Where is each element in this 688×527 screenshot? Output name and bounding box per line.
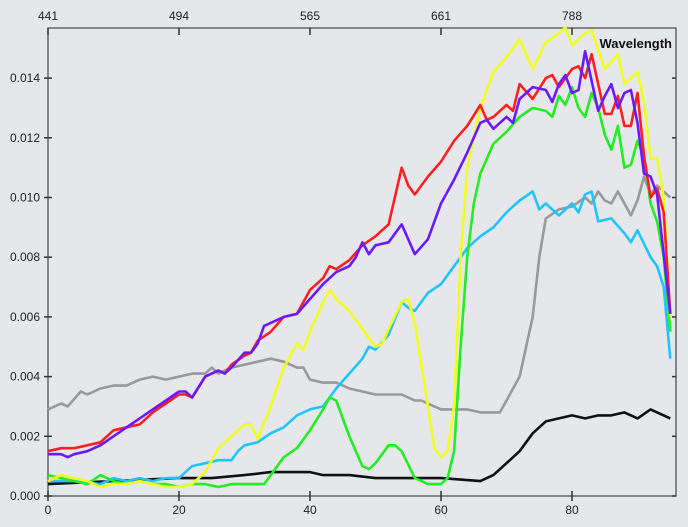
x-tick-label: 80 — [565, 503, 579, 517]
series-lines — [47, 26, 672, 489]
series-line-6 — [48, 49, 672, 459]
x-tick-label: 40 — [303, 503, 317, 517]
series-line-5 — [47, 52, 672, 453]
y-tick-label: 0.002 — [10, 429, 40, 443]
series-line-3 — [47, 85, 672, 489]
y-tick-label: 0.006 — [10, 310, 40, 324]
y-tick-label: 0.010 — [10, 191, 40, 205]
top-tick-label: 494 — [169, 9, 189, 23]
axis-ticks: 0 20 40 60 80 441 494 565 661 788 0.000 0.002 0.004 0… — [10, 9, 676, 517]
y-tick-label: 0.000 — [10, 489, 40, 503]
x-tick-label: 60 — [434, 503, 448, 517]
top-tick-label: 565 — [300, 9, 320, 23]
top-tick-label: 788 — [562, 9, 582, 23]
x-tick-label: 0 — [45, 503, 52, 517]
plot-frame — [47, 27, 677, 497]
series-line-1 — [47, 408, 671, 486]
series-line-4 — [47, 26, 672, 489]
top-tick-label: 661 — [431, 9, 451, 23]
y-tick-label: 0.014 — [10, 71, 40, 85]
x-tick-label: 20 — [172, 503, 186, 517]
y-tick-label: 0.012 — [10, 131, 40, 145]
y-tick-label: 0.008 — [10, 250, 40, 264]
legend-label: Wavelength — [600, 36, 673, 51]
series-line-2 — [48, 190, 672, 486]
top-tick-label: 441 — [38, 9, 58, 23]
y-tick-label: 0.004 — [10, 370, 40, 384]
